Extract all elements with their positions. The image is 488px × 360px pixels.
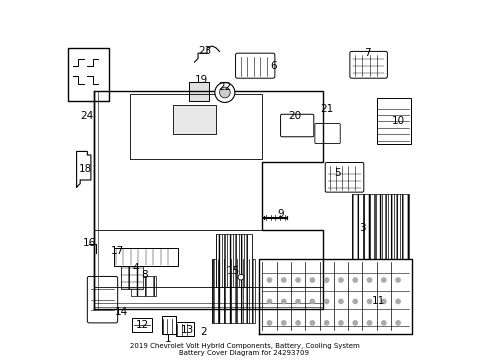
Circle shape	[352, 278, 357, 282]
Bar	[162, 316, 176, 334]
Text: 22: 22	[218, 82, 231, 92]
Text: 13: 13	[181, 325, 194, 335]
Bar	[121, 260, 142, 289]
FancyBboxPatch shape	[349, 51, 386, 78]
Circle shape	[295, 278, 300, 282]
Text: 9: 9	[276, 209, 283, 219]
Bar	[131, 276, 156, 296]
Polygon shape	[94, 91, 323, 309]
Text: 10: 10	[391, 116, 404, 126]
Text: 7: 7	[364, 48, 370, 58]
Bar	[114, 248, 178, 266]
Bar	[212, 258, 255, 323]
Circle shape	[395, 299, 400, 303]
Bar	[216, 234, 251, 287]
Circle shape	[395, 278, 400, 282]
Circle shape	[381, 299, 385, 303]
Text: 18: 18	[79, 164, 92, 174]
Circle shape	[366, 278, 371, 282]
Circle shape	[324, 278, 328, 282]
Circle shape	[309, 321, 314, 325]
Bar	[176, 322, 193, 336]
FancyBboxPatch shape	[280, 114, 313, 137]
Text: 15: 15	[227, 266, 240, 276]
Circle shape	[219, 87, 230, 98]
Text: 6: 6	[269, 61, 276, 71]
Circle shape	[281, 299, 285, 303]
Circle shape	[352, 321, 357, 325]
Circle shape	[238, 274, 244, 280]
Bar	[67, 48, 108, 102]
Text: 12: 12	[136, 320, 149, 330]
Circle shape	[381, 278, 385, 282]
Text: 20: 20	[287, 111, 301, 121]
Text: 4: 4	[132, 262, 139, 273]
Circle shape	[295, 321, 300, 325]
Text: 24: 24	[81, 111, 94, 121]
Circle shape	[281, 321, 285, 325]
Bar	[173, 105, 216, 134]
Circle shape	[381, 321, 385, 325]
Circle shape	[281, 278, 285, 282]
Circle shape	[366, 321, 371, 325]
Circle shape	[338, 299, 343, 303]
Text: 2: 2	[200, 327, 206, 337]
FancyBboxPatch shape	[235, 53, 274, 78]
Bar	[351, 194, 408, 258]
Circle shape	[324, 299, 328, 303]
Circle shape	[338, 278, 343, 282]
Text: 11: 11	[371, 296, 384, 306]
Text: 8: 8	[141, 270, 147, 280]
FancyBboxPatch shape	[314, 123, 340, 144]
Text: 1: 1	[164, 334, 171, 344]
Circle shape	[267, 278, 271, 282]
Polygon shape	[258, 258, 411, 334]
Circle shape	[324, 321, 328, 325]
Circle shape	[395, 321, 400, 325]
Text: 2019 Chevrolet Volt Hybrid Components, Battery, Cooling System
Battery Cover Dia: 2019 Chevrolet Volt Hybrid Components, B…	[129, 343, 359, 356]
Circle shape	[309, 299, 314, 303]
Text: 3: 3	[358, 223, 365, 233]
Text: 23: 23	[198, 46, 211, 57]
Circle shape	[366, 299, 371, 303]
FancyBboxPatch shape	[87, 276, 118, 323]
Circle shape	[352, 299, 357, 303]
Bar	[189, 82, 208, 102]
Bar	[132, 318, 151, 332]
Circle shape	[338, 321, 343, 325]
Text: 16: 16	[82, 238, 96, 248]
Circle shape	[267, 321, 271, 325]
Bar	[376, 98, 410, 144]
Circle shape	[267, 299, 271, 303]
Text: 17: 17	[111, 247, 124, 256]
Text: 14: 14	[114, 307, 128, 317]
Text: 21: 21	[319, 104, 333, 113]
FancyBboxPatch shape	[325, 162, 363, 192]
Circle shape	[309, 278, 314, 282]
Circle shape	[295, 299, 300, 303]
Text: 19: 19	[195, 75, 208, 85]
Text: 5: 5	[333, 168, 340, 178]
Circle shape	[214, 82, 234, 103]
